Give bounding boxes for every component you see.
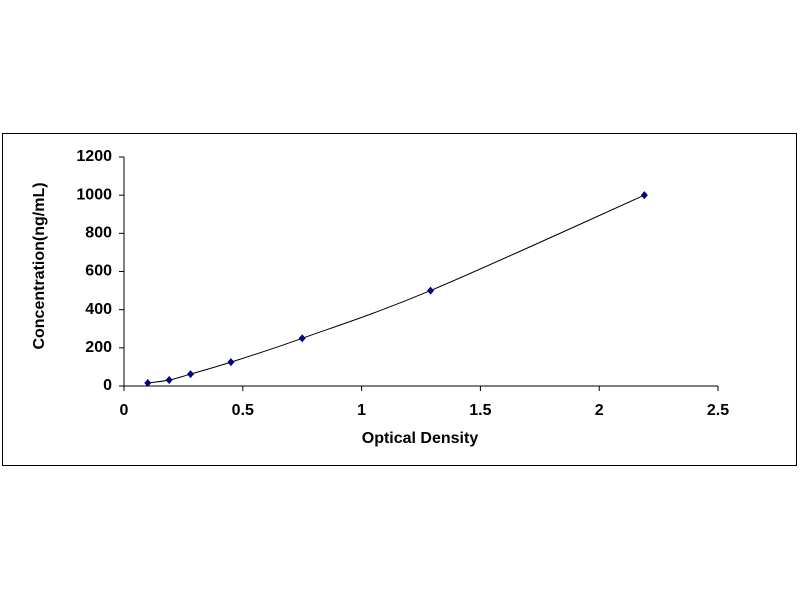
x-axis-label: Optical Density: [362, 430, 479, 447]
data-point: [227, 358, 235, 367]
data-point: [427, 286, 435, 295]
y-tick-label: 400: [85, 301, 112, 318]
data-point: [165, 376, 173, 385]
data-point: [640, 191, 648, 200]
data-point: [187, 370, 195, 379]
y-axis-label: Concentration(ng/mL): [31, 182, 48, 349]
x-tick-label: 1: [357, 402, 366, 419]
x-tick-label: 1.5: [469, 402, 491, 419]
y-tick-label: 600: [85, 263, 112, 280]
x-tick-label: 0.5: [232, 402, 254, 419]
data-point: [144, 379, 152, 388]
y-tick-label: 800: [85, 225, 112, 242]
chart-frame: [2, 133, 797, 466]
y-tick-label: 0: [103, 377, 112, 394]
x-tick-label: 2: [595, 402, 604, 419]
y-tick-label: 1200: [76, 148, 112, 165]
x-tick-label: 2.5: [707, 402, 729, 419]
y-tick-label: 1000: [76, 186, 112, 203]
trend-line: [147, 194, 645, 384]
data-point: [298, 334, 306, 343]
x-tick-label: 0: [120, 402, 129, 419]
y-tick-label: 200: [85, 339, 112, 356]
